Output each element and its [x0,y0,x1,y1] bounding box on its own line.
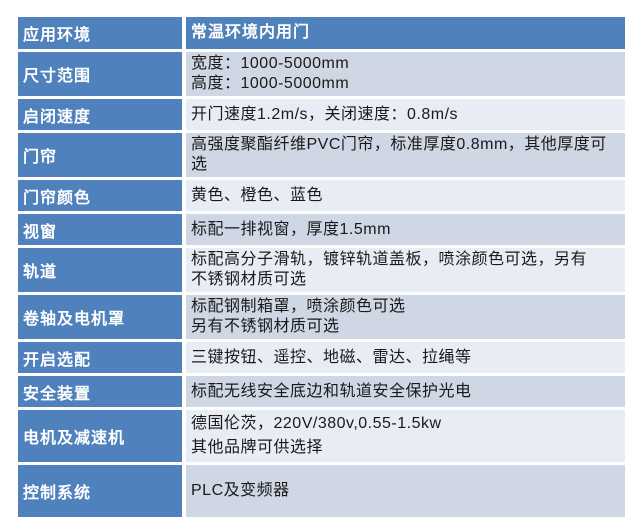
row-label: 轨道 [18,248,182,292]
row-value-text: 常温环境内用门 [191,24,311,41]
row-label: 控制系统 [18,465,182,517]
row-label: 应用环境 [18,17,182,49]
table-row: 控制系统 PLC及变频器 [18,465,625,517]
row-value-text: 宽度：1000-5000mm 高度：1000-5000mm [191,55,350,92]
row-value-text: 三键按钮、遥控、地磁、雷达、拉绳等 [191,348,472,366]
row-value-text: 标配高分子滑轨，镀锌轨道盖板，喷涂颜色可选，另有 不锈钢材质可选 [191,251,588,288]
row-value: 开门速度1.2m/s，关闭速度：0.8m/s [186,99,625,130]
row-value: 常温环境内用门 [186,17,625,49]
row-value: 标配高分子滑轨，镀锌轨道盖板，喷涂颜色可选，另有 不锈钢材质可选 [186,248,625,292]
table-row: 轨道 标配高分子滑轨，镀锌轨道盖板，喷涂颜色可选，另有 不锈钢材质可选 [18,248,625,292]
row-label: 尺寸范围 [18,52,182,96]
row-value-text: 开门速度1.2m/s，关闭速度：0.8m/s [191,105,459,123]
row-label: 门帘 [18,133,182,177]
table-row: 启闭速度 开门速度1.2m/s，关闭速度：0.8m/s [18,99,625,130]
row-value-text: 标配无线安全底边和轨道安全保护光电 [191,382,472,400]
table-row: 开启选配 三键按钮、遥控、地磁、雷达、拉绳等 [18,342,625,373]
table-row: 尺寸范围 宽度：1000-5000mm 高度：1000-5000mm [18,52,625,96]
row-label: 视窗 [18,214,182,245]
row-label: 电机及减速机 [18,410,182,462]
row-value-text: PLC及变频器 [191,482,290,499]
row-label: 开启选配 [18,342,182,373]
table-row: 卷轴及电机罩 标配钢制箱罩，喷涂颜色可选 另有不锈钢材质可选 [18,295,625,339]
table-row: 门帘 高强度聚酯纤维PVC门帘，标准厚度0.8mm，其他厚度可 选 [18,133,625,177]
table-row: 应用环境 常温环境内用门 [18,17,625,49]
row-value: 高强度聚酯纤维PVC门帘，标准厚度0.8mm，其他厚度可 选 [186,133,625,177]
row-value-text: 高强度聚酯纤维PVC门帘，标准厚度0.8mm，其他厚度可 选 [191,136,607,173]
row-value-text: 黄色、橙色、蓝色 [191,186,324,204]
table-row: 电机及减速机 德国伦茨，220V/380v,0.55-1.5kw 其他品牌可供选… [18,410,625,462]
row-label: 启闭速度 [18,99,182,130]
row-value-text: 德国伦茨，220V/380v,0.55-1.5kw 其他品牌可供选择 [191,415,442,456]
row-value: 标配钢制箱罩，喷涂颜色可选 另有不锈钢材质可选 [186,295,625,339]
spec-table: 应用环境 常温环境内用门 尺寸范围 宽度：1000-5000mm 高度：1000… [18,17,625,517]
table-row: 门帘颜色 黄色、橙色、蓝色 [18,180,625,211]
row-value: 标配无线安全底边和轨道安全保护光电 [186,376,625,407]
row-value: 三键按钮、遥控、地磁、雷达、拉绳等 [186,342,625,373]
row-value-text: 标配一排视窗，厚度1.5mm [191,220,391,238]
row-value-text: 标配钢制箱罩，喷涂颜色可选 另有不锈钢材质可选 [191,298,406,335]
table-row: 安全装置 标配无线安全底边和轨道安全保护光电 [18,376,625,407]
row-label: 安全装置 [18,376,182,407]
row-label: 门帘颜色 [18,180,182,211]
table-row: 视窗 标配一排视窗，厚度1.5mm [18,214,625,245]
row-label: 卷轴及电机罩 [18,295,182,339]
row-value: 宽度：1000-5000mm 高度：1000-5000mm [186,52,625,96]
row-value: 标配一排视窗，厚度1.5mm [186,214,625,245]
row-value: 德国伦茨，220V/380v,0.55-1.5kw 其他品牌可供选择 [186,410,625,462]
row-value: PLC及变频器 [186,465,625,517]
row-value: 黄色、橙色、蓝色 [186,180,625,211]
